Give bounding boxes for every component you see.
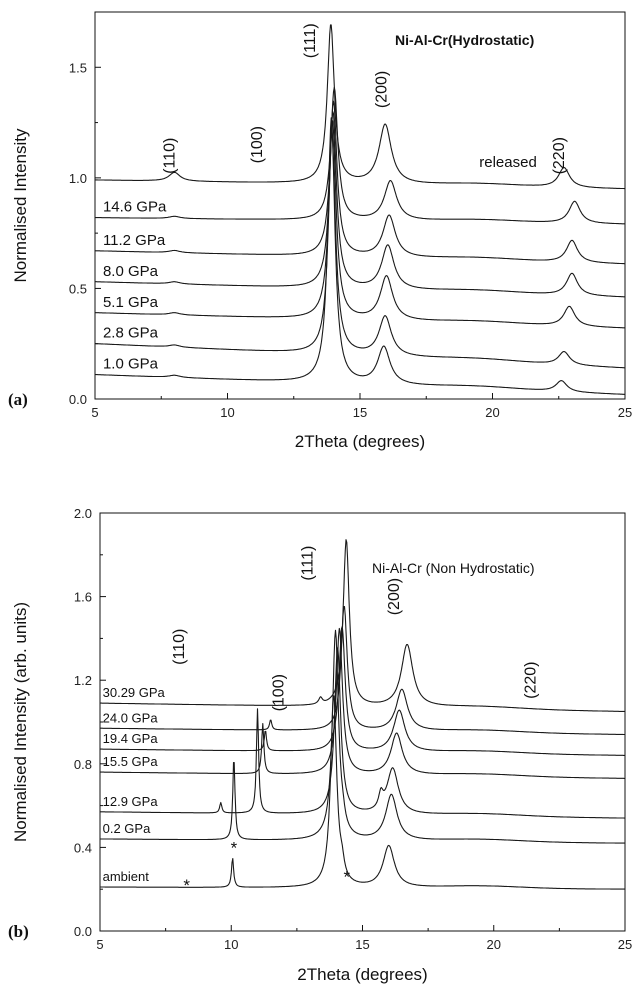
peak-label: (220) xyxy=(523,662,540,699)
y-tick-label: 0.4 xyxy=(74,840,92,855)
x-tick-label: 20 xyxy=(485,405,499,420)
y-tick-label: 1.6 xyxy=(74,590,92,605)
peak-label: (111) xyxy=(302,23,319,58)
x-tick-label: 25 xyxy=(618,937,632,952)
x-tick-label: 15 xyxy=(353,405,367,420)
peak-label: (200) xyxy=(386,578,403,615)
series-trace xyxy=(94,117,626,395)
series-trace xyxy=(100,695,625,890)
x-tick-label: 15 xyxy=(355,937,369,952)
impurity-marker: * xyxy=(343,868,350,887)
series-label: 2.8 GPa xyxy=(103,325,159,342)
impurity-marker: * xyxy=(231,838,238,857)
x-axis-title: 2Theta (degrees) xyxy=(295,432,425,451)
chart-title: Ni-Al-Cr (Non Hydrostatic) xyxy=(372,560,535,576)
series-trace xyxy=(100,539,626,713)
peak-label: (110) xyxy=(162,138,179,174)
y-axis-title: Normalised Intensity (arb. units) xyxy=(11,602,30,842)
y-tick-label: 1.0 xyxy=(69,171,87,186)
x-tick-label: 25 xyxy=(618,405,632,420)
y-tick-label: 1.2 xyxy=(74,673,92,688)
series-label: 1.0 GPa xyxy=(103,356,159,373)
series-label: 14.6 GPa xyxy=(103,199,167,216)
series-trace xyxy=(100,646,625,819)
peak-label: (200) xyxy=(374,71,391,108)
series-trace xyxy=(94,120,626,329)
y-tick-label: 2.0 xyxy=(74,506,92,521)
series-label: 0.2 GPa xyxy=(103,821,151,836)
series-trace xyxy=(95,86,625,225)
series-label: 19.4 GPa xyxy=(103,731,159,746)
series-label: 24.0 GPa xyxy=(103,710,159,725)
series-label: 30.29 GPa xyxy=(103,685,166,700)
series-label: 11.2 GPa xyxy=(103,232,166,249)
series-trace xyxy=(100,625,625,756)
panel-label: (a) xyxy=(8,390,28,409)
x-axis-title: 2Theta (degrees) xyxy=(297,965,427,984)
series-label: 5.1 GPa xyxy=(103,294,159,311)
series-trace xyxy=(100,629,625,844)
series-label: 12.9 GPa xyxy=(103,794,159,809)
x-tick-label: 20 xyxy=(487,937,501,952)
panel-label: (b) xyxy=(8,922,29,941)
x-tick-label: 10 xyxy=(220,405,234,420)
y-axis-title: Normalised Intensity xyxy=(11,128,30,283)
peak-label: (100) xyxy=(271,674,288,711)
peak-label: (111) xyxy=(300,546,317,581)
series-label: 15.5 GPa xyxy=(103,754,159,769)
series-trace xyxy=(94,100,625,265)
panel-a-chart: 5 10 15 20 25 0.0 0.5 1.0 1.5 2Theta (degrees) Nor… xyxy=(8,11,632,451)
peak-label: (100) xyxy=(249,126,266,163)
series-trace xyxy=(95,24,625,190)
series-trace xyxy=(100,627,625,779)
series-label: 8.0 GPa xyxy=(103,263,159,280)
x-tick-label: 5 xyxy=(96,937,103,952)
peak-label: (110) xyxy=(171,629,188,665)
series-trace xyxy=(95,132,625,369)
chart-title: Ni-Al-Cr(Hydrostatic) xyxy=(395,32,534,48)
plot-frame xyxy=(94,11,626,400)
y-tick-label: 0.8 xyxy=(74,757,92,772)
y-tick-label: 1.5 xyxy=(69,60,87,75)
x-tick-label: 10 xyxy=(224,937,238,952)
y-tick-label: 0.5 xyxy=(69,281,87,296)
series-trace xyxy=(100,605,625,736)
series-label: released xyxy=(479,154,537,171)
series-trace xyxy=(95,110,625,298)
series-label: ambient xyxy=(103,869,150,884)
peak-label: (220) xyxy=(551,137,568,174)
y-tick-label: 0.0 xyxy=(69,392,87,407)
impurity-marker: * xyxy=(183,876,190,895)
plot-frame xyxy=(99,512,626,932)
panel-b-chart: 5 10 15 20 25 0.0 0.4 0.8 1.2 1.6 2.0 2Theta (degre… xyxy=(8,506,632,984)
x-tick-label: 5 xyxy=(91,405,98,420)
y-tick-label: 0.0 xyxy=(74,924,92,939)
